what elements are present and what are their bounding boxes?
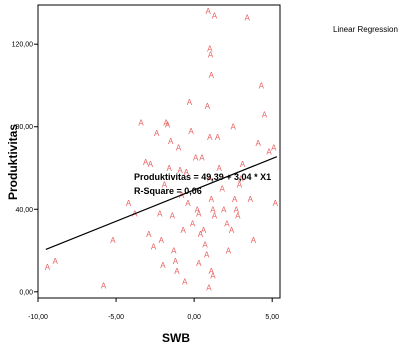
data-point: A bbox=[182, 277, 188, 286]
data-point: A bbox=[193, 154, 199, 163]
data-point: A bbox=[251, 236, 257, 245]
data-point: A bbox=[245, 13, 251, 22]
data-point: A bbox=[221, 205, 227, 214]
data-point: A bbox=[162, 181, 168, 190]
data-point: A bbox=[196, 259, 202, 268]
data-point: A bbox=[202, 240, 208, 249]
data-point: A bbox=[163, 119, 169, 128]
data-point: A bbox=[216, 164, 222, 173]
regression-line-layer bbox=[45, 156, 278, 251]
data-point: A bbox=[195, 205, 201, 214]
data-point: A bbox=[207, 174, 213, 183]
data-point: A bbox=[53, 257, 59, 266]
x-axis: -10,00 -5,00 0,00 5,00 bbox=[28, 298, 279, 321]
data-point: A bbox=[154, 129, 160, 138]
data-point: A bbox=[266, 148, 272, 157]
data-point: A bbox=[209, 195, 215, 204]
data-point: A bbox=[146, 230, 152, 239]
data-point: A bbox=[209, 71, 215, 80]
y-tick-label: 120,00 bbox=[12, 42, 34, 49]
data-point: A bbox=[177, 166, 183, 175]
data-point: A bbox=[207, 44, 213, 53]
data-point: A bbox=[157, 209, 163, 218]
data-point: A bbox=[166, 164, 172, 173]
data-point: A bbox=[229, 226, 235, 235]
data-point: A bbox=[138, 119, 144, 128]
data-point: A bbox=[262, 110, 268, 119]
data-point: A bbox=[208, 51, 214, 60]
data-point: A bbox=[184, 168, 190, 177]
data-point: A bbox=[212, 211, 218, 220]
data-point: A bbox=[210, 205, 216, 214]
data-point: A bbox=[187, 98, 193, 107]
data-point: A bbox=[168, 137, 174, 146]
x-tick-label: 5,00 bbox=[265, 314, 279, 321]
data-point: A bbox=[148, 160, 154, 169]
data-point: A bbox=[209, 267, 215, 276]
data-point: A bbox=[170, 211, 176, 220]
data-point: A bbox=[143, 158, 149, 167]
x-axis-title: SWB bbox=[162, 331, 190, 345]
data-point: A bbox=[174, 267, 180, 276]
data-point: A bbox=[159, 236, 165, 245]
data-point: A bbox=[185, 199, 191, 208]
data-point: A bbox=[226, 247, 232, 256]
data-point: A bbox=[273, 199, 279, 208]
data-point: A bbox=[110, 236, 116, 245]
data-point: A bbox=[199, 154, 205, 163]
data-point: A bbox=[181, 226, 187, 235]
regression-line bbox=[45, 156, 278, 251]
annotation-r-square: R-Square = 0,06 bbox=[134, 186, 202, 196]
data-point: A bbox=[126, 199, 132, 208]
data-point: A bbox=[190, 220, 196, 229]
data-point: A bbox=[206, 7, 212, 16]
data-point: A bbox=[230, 123, 236, 132]
data-point: A bbox=[204, 251, 210, 260]
annotation-equation: Produktivitas = 49,39 + 3,04 * X1 bbox=[134, 172, 271, 182]
data-point: A bbox=[173, 257, 179, 266]
y-tick-label: 0,00 bbox=[19, 289, 33, 296]
data-point: A bbox=[196, 209, 202, 218]
y-axis-title: Produktivitas bbox=[6, 124, 20, 200]
data-point: A bbox=[232, 195, 238, 204]
data-point: A bbox=[205, 102, 211, 111]
data-point: A bbox=[165, 121, 171, 130]
data-point: A bbox=[255, 139, 261, 148]
data-point: A bbox=[207, 133, 213, 142]
data-point: A bbox=[206, 284, 212, 293]
legend-label: Linear Regression bbox=[333, 25, 398, 34]
data-point: A bbox=[160, 261, 166, 270]
data-point: A bbox=[234, 205, 240, 214]
data-point: A bbox=[220, 185, 226, 194]
data-point: A bbox=[210, 271, 216, 280]
data-point: A bbox=[198, 230, 204, 239]
data-point: A bbox=[151, 242, 157, 251]
plot-frame bbox=[37, 4, 281, 299]
data-point: A bbox=[237, 181, 243, 190]
data-point: A bbox=[201, 226, 207, 235]
data-point: A bbox=[224, 220, 230, 229]
data-point: A bbox=[212, 11, 218, 20]
data-point: A bbox=[259, 81, 265, 90]
data-point: A bbox=[238, 174, 244, 183]
data-point: A bbox=[176, 143, 182, 152]
data-point: A bbox=[248, 195, 254, 204]
data-point: A bbox=[101, 282, 107, 291]
y-tick-label: 40,00 bbox=[15, 207, 33, 214]
data-point: A bbox=[235, 211, 241, 220]
x-tick-label: -10,00 bbox=[28, 314, 48, 321]
data-point: A bbox=[240, 160, 246, 169]
data-point: A bbox=[188, 127, 194, 136]
data-point: A bbox=[45, 263, 51, 272]
data-point: A bbox=[215, 133, 221, 142]
x-tick-label: -5,00 bbox=[108, 314, 124, 321]
y-axis: 0,00 40,00 80,00 120,00 bbox=[12, 42, 38, 296]
data-point: A bbox=[171, 247, 177, 256]
y-tick-label: 80,00 bbox=[15, 124, 33, 131]
data-point: A bbox=[271, 143, 277, 152]
x-tick-label: 0,00 bbox=[187, 314, 201, 321]
